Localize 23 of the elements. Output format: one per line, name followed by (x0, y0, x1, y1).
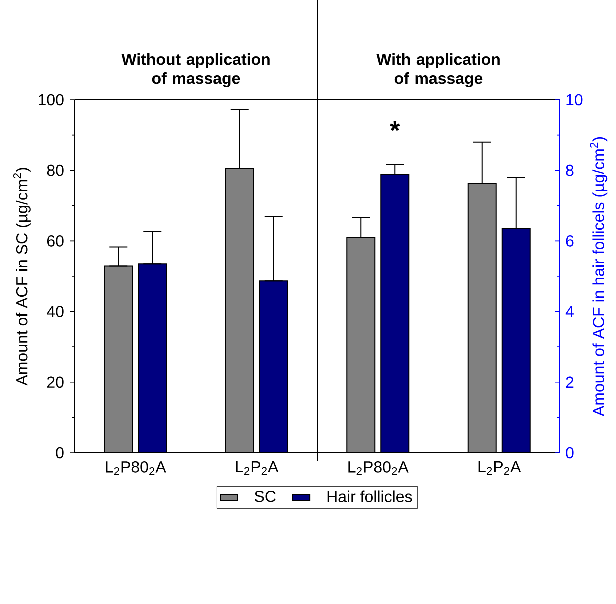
x-tick-label: L$_{2}$P80$_{2}$A (106, 462, 166, 476)
y2-tick-label: 2 (566, 376, 574, 388)
y2-tick-label: 8 (566, 164, 574, 176)
y2-tick-label: 4 (566, 306, 574, 318)
x-tick-label: L$_{2}$P80$_{2}$A (348, 462, 409, 476)
y-tick-label: 20 (47, 376, 64, 388)
y2-axis-title: Amount of ACF in hair follicels (µg/cm$^{2}$) (590, 137, 608, 416)
legend-label: SC (254, 490, 276, 502)
y2-tick-label: 0 (566, 447, 574, 459)
text: Without application of massage (122, 53, 270, 88)
text: With application of massage (376, 53, 500, 88)
y-axis-title: Amount of ACF in SC (µg/cm$^{2}$) (13, 168, 31, 386)
y-tick-label: 60 (47, 236, 64, 247)
y-tick-label: 100 (39, 94, 64, 106)
annotation: * (390, 122, 400, 132)
y2-tick-label: 6 (566, 236, 574, 247)
legend-label: Hair follicles (328, 490, 412, 502)
x-tick-label: L$_{2}$P$_{2}$A (236, 462, 279, 476)
y2-tick-label: 10 (566, 94, 583, 106)
x-tick-label: L$_{2}$P$_{2}$A (478, 462, 522, 476)
y-tick-label: 0 (56, 447, 64, 459)
y-tick-label: 40 (47, 306, 64, 318)
y-tick-label: 80 (47, 164, 64, 176)
